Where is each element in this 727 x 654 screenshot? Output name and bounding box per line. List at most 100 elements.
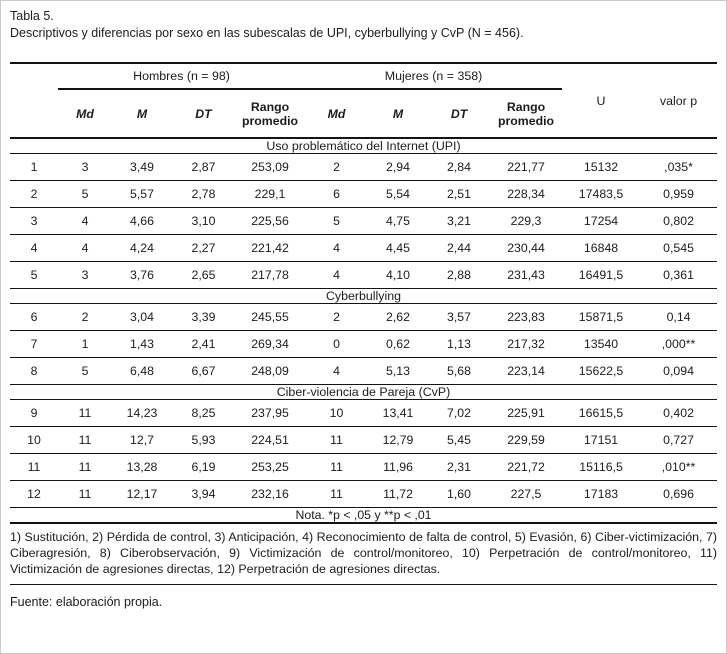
value-cell: 217,78 (235, 261, 306, 289)
section-header: Uso problemático del Internet (UPI) (10, 138, 718, 154)
value-cell: 2,31 (428, 453, 491, 481)
value-cell: 2,87 (172, 153, 235, 181)
value-cell: 8,25 (172, 399, 235, 427)
value-cell: 5,68 (428, 357, 491, 385)
table-row: 10 11 12,7 5,93 224,51 11 12,79 5,45 229,59 17151… (10, 426, 718, 454)
value-cell: 4 (58, 207, 112, 235)
value-cell: 4,75 (368, 207, 429, 235)
section-header: Cyberbullying (10, 288, 718, 304)
value-cell: 248,09 (235, 357, 306, 385)
value-cell: 269,34 (235, 330, 306, 358)
value-cell: 2,94 (368, 153, 429, 181)
column-header-valor-p: valor p (640, 62, 718, 139)
table-row: 11 11 13,28 6,19 253,25 11 11,96 2,31 221,72 1511… (10, 453, 718, 481)
value-cell: 17254 (562, 207, 641, 235)
value-cell: 2,62 (368, 303, 429, 331)
value-cell: 2,51 (428, 180, 491, 208)
subscale-number-cell: 11 (10, 453, 58, 481)
table-footer: Nota. *p < ,05 y **p < ,01 (10, 507, 718, 524)
value-cell: 228,34 (490, 180, 563, 208)
table-row: 4 4 4,24 2,27 221,42 4 4,45 2,44 230,44 16848 0,54… (10, 234, 718, 262)
subscale-number-cell: 12 (10, 480, 58, 508)
value-cell: 15622,5 (562, 357, 641, 385)
table-row: 7 1 1,43 2,41 269,34 0 0,62 1,13 217,32 13540,000… (10, 330, 718, 358)
subscale-legend: 1) Sustitución, 2) Pérdida de control, 3… (10, 524, 717, 585)
value-cell: 5,93 (172, 426, 235, 454)
table-row: 5 3 3,76 2,65 217,78 4 4,10 2,88 231,43 16491,5 0,… (10, 261, 718, 289)
table-header: Hombres (n = 98) Mujeres (n = 358) U val… (10, 62, 718, 139)
value-cell: 4,10 (368, 261, 429, 289)
value-cell: 13540 (562, 330, 641, 358)
subscale-number-cell: 1 (10, 153, 58, 181)
value-cell: 12,7 (112, 426, 172, 454)
section-header-row: Ciber-violencia de Pareja (CvP) (10, 384, 718, 400)
value-cell: 12,17 (112, 480, 172, 508)
value-cell: 0,094 (640, 357, 718, 385)
value-cell: 15116,5 (562, 453, 641, 481)
value-cell: 5 (58, 180, 112, 208)
value-cell: 4 (305, 357, 369, 385)
source-line: Fuente: elaboración propia. (10, 595, 163, 609)
subscale-number-cell: 8 (10, 357, 58, 385)
value-cell: 223,83 (490, 303, 563, 331)
table-row: 2 5 5,57 2,78 229,1 6 5,54 2,51 228,34 17483,5 0,9… (10, 180, 718, 208)
value-cell: 11 (305, 453, 369, 481)
value-cell: ,035* (640, 153, 718, 181)
column-header-rango-hombres: Rango promedio (235, 89, 306, 139)
value-cell: 3 (58, 261, 112, 289)
value-cell: 11 (58, 480, 112, 508)
value-cell: 1,13 (428, 330, 491, 358)
value-cell: 4 (305, 234, 369, 262)
column-header-md-mujeres: Md (305, 89, 369, 139)
value-cell: 11 (305, 480, 369, 508)
value-cell: 3,94 (172, 480, 235, 508)
value-cell: 11,96 (368, 453, 429, 481)
value-cell: 225,56 (235, 207, 306, 235)
table-row: 8 5 6,48 6,67 248,09 4 5,13 5,68 223,14 15622,5 0,… (10, 357, 718, 385)
subscale-number-cell: 4 (10, 234, 58, 262)
value-cell: 230,44 (490, 234, 563, 262)
value-cell: 2,41 (172, 330, 235, 358)
value-cell: 2,88 (428, 261, 491, 289)
value-cell: 0,802 (640, 207, 718, 235)
column-header-md-hombres: Md (58, 89, 112, 139)
table-row: 6 2 3,04 3,39 245,55 2 2,62 3,57 223,83 15871,5 0,… (10, 303, 718, 331)
value-cell: 0,959 (640, 180, 718, 208)
value-cell: 5,13 (368, 357, 429, 385)
value-cell: 3,21 (428, 207, 491, 235)
value-cell: 10 (305, 399, 369, 427)
corner-cell (10, 62, 58, 139)
value-cell: 4 (58, 234, 112, 262)
value-cell: 223,14 (490, 357, 563, 385)
stat-header-row: Md M DT Rango promedio Md M DT Rango pro… (10, 89, 717, 139)
value-cell: 221,72 (490, 453, 563, 481)
value-cell: ,010** (640, 453, 718, 481)
section-header: Ciber-violencia de Pareja (CvP) (10, 384, 718, 400)
value-cell: 3 (58, 153, 112, 181)
value-cell: 227,5 (490, 480, 563, 508)
value-cell: 17183 (562, 480, 641, 508)
value-cell: 16848 (562, 234, 641, 262)
value-cell: ,000** (640, 330, 718, 358)
value-cell: 0 (305, 330, 369, 358)
value-cell: 17483,5 (562, 180, 641, 208)
value-cell: 2 (305, 153, 369, 181)
subscale-number-cell: 6 (10, 303, 58, 331)
value-cell: 3,04 (112, 303, 172, 331)
value-cell: 0,402 (640, 399, 718, 427)
group-header-row: Hombres (n = 98) Mujeres (n = 358) U val… (10, 62, 718, 139)
table-body: Uso problemático del Internet (UPI) 1 3 3,4… (10, 138, 718, 508)
value-cell: 2 (305, 303, 369, 331)
value-cell: 5 (305, 207, 369, 235)
value-cell: 13,28 (112, 453, 172, 481)
column-header-m-hombres: M (112, 89, 172, 139)
value-cell: 0,696 (640, 480, 718, 508)
value-cell: 13,41 (368, 399, 429, 427)
value-cell: 2,78 (172, 180, 235, 208)
value-cell: 229,1 (235, 180, 306, 208)
value-cell: 229,59 (490, 426, 563, 454)
value-cell: 15871,5 (562, 303, 641, 331)
section-header-row: Cyberbullying (10, 288, 718, 304)
column-header-dt-hombres: DT (172, 89, 235, 139)
value-cell: 221,77 (490, 153, 563, 181)
